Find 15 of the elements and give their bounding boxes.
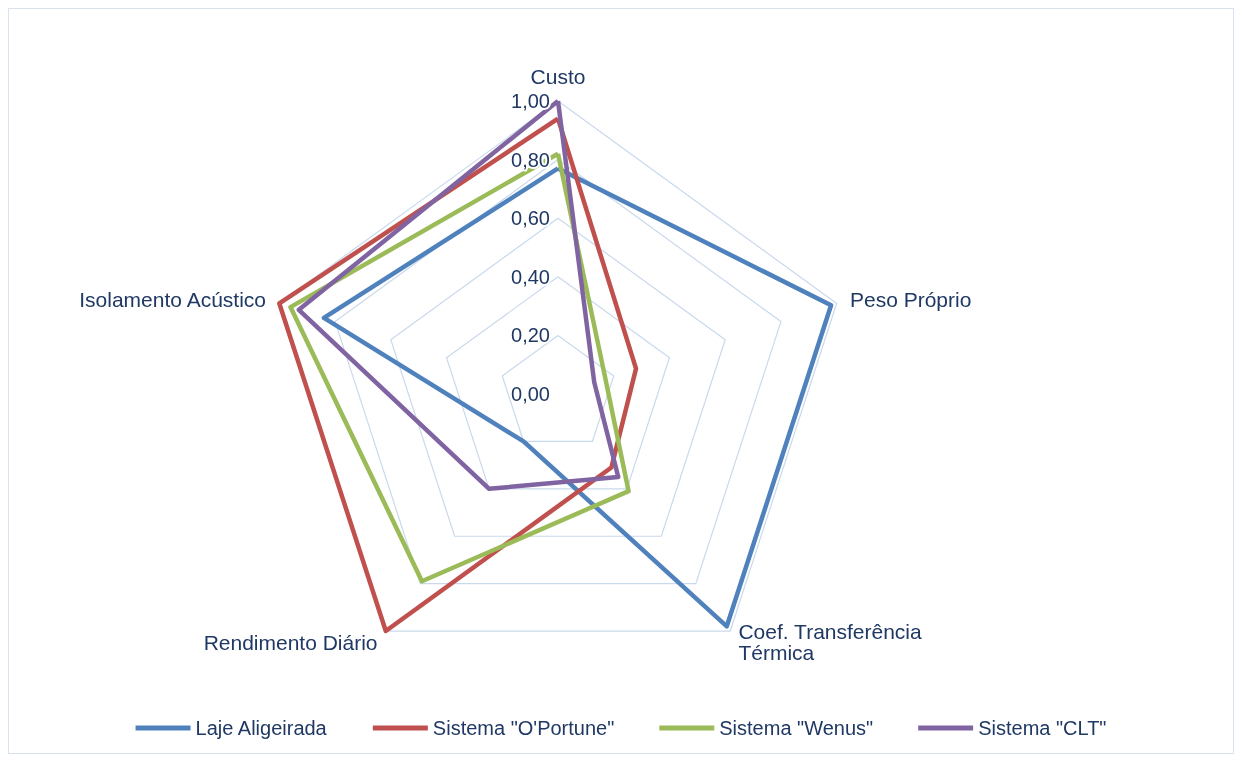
legend-label: Sistema "Wenus" bbox=[719, 717, 874, 739]
y-tick-label: 0,60 bbox=[511, 207, 550, 230]
spoke-label: Custo bbox=[530, 65, 586, 88]
legend-label: Laje Aligeirada bbox=[195, 717, 328, 739]
spoke-label: Coef. Transferência Térmica bbox=[738, 620, 923, 665]
spoke-label: Isolamento Acústico bbox=[79, 287, 267, 311]
y-tick-label: 0,40 bbox=[511, 265, 550, 288]
legend-label: Sistema "CLT" bbox=[978, 717, 1107, 739]
legend-label: Sistema "O'Portune" bbox=[432, 717, 615, 739]
y-tick-label: 0,80 bbox=[511, 148, 550, 171]
spoke-label: Rendimento Diário bbox=[203, 630, 378, 654]
y-tick-label: 0,00 bbox=[511, 383, 550, 405]
spoke-label: Peso Próprio bbox=[849, 287, 972, 311]
y-tick-label: 1,00 bbox=[511, 90, 550, 112]
y-tick-label: 0,20 bbox=[511, 324, 550, 347]
